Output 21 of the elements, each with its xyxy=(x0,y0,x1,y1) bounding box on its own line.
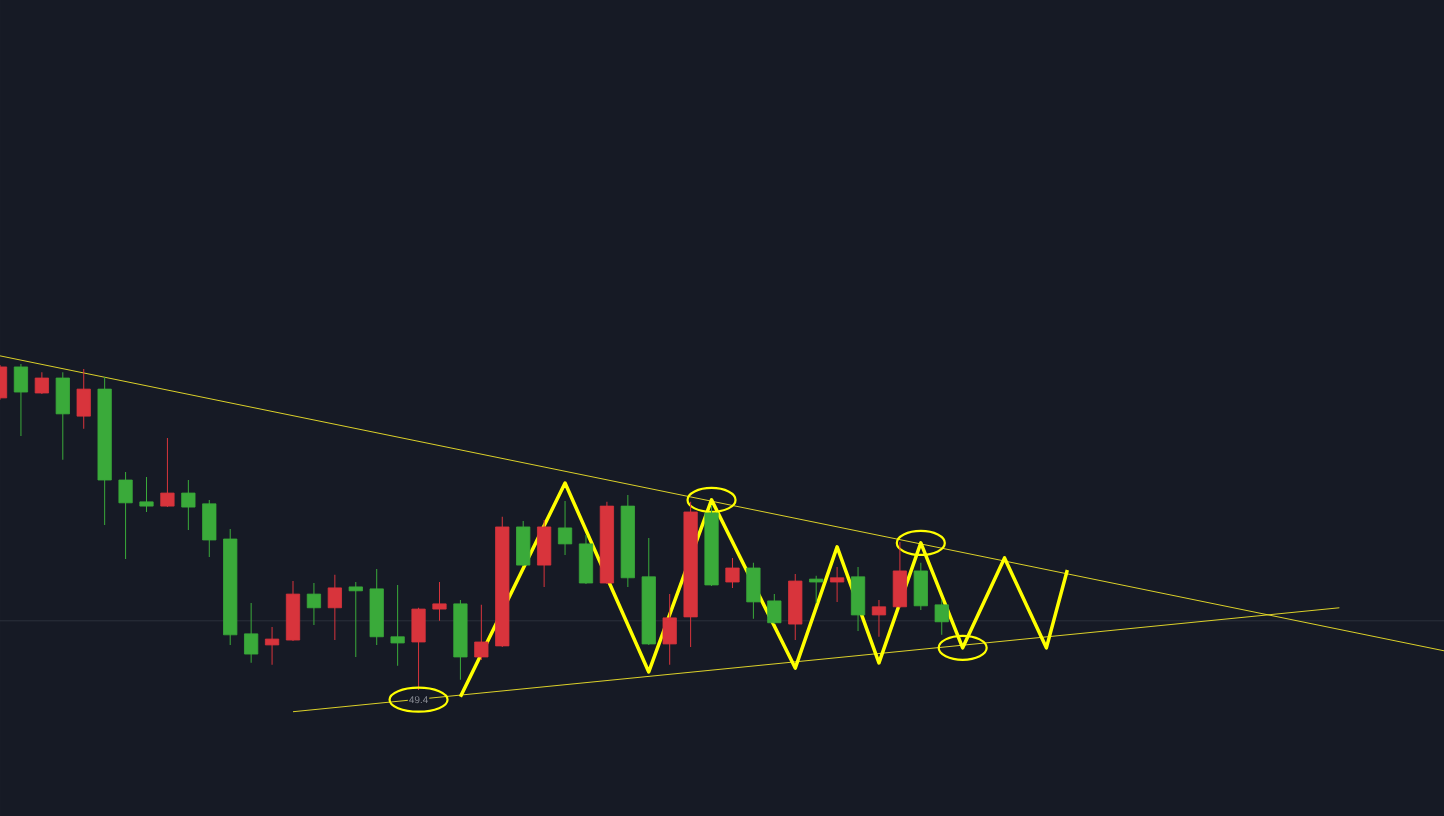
candlestick xyxy=(809,575,824,604)
candlestick xyxy=(934,599,949,636)
candlestick xyxy=(160,437,175,508)
candlestick xyxy=(474,604,489,661)
candlestick xyxy=(306,582,322,626)
candlestick xyxy=(767,593,782,625)
candlestick xyxy=(264,626,280,666)
candlestick xyxy=(830,566,845,603)
candlestick xyxy=(725,557,740,589)
candlestick xyxy=(327,574,342,641)
candlestick xyxy=(557,500,573,556)
candlestick xyxy=(432,581,447,622)
annotation: 49.4 xyxy=(409,696,428,704)
candlestick xyxy=(871,599,887,638)
candlestick xyxy=(348,581,363,658)
candlestick xyxy=(34,371,49,395)
candlestick xyxy=(390,584,405,667)
candlestick xyxy=(181,479,196,531)
candlestick xyxy=(244,602,259,664)
candlestick xyxy=(118,471,133,560)
candlestick xyxy=(139,476,154,513)
